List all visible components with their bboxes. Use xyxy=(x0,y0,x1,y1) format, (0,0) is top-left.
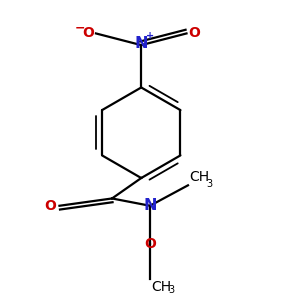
Text: CH: CH xyxy=(189,170,210,184)
Text: CH: CH xyxy=(152,280,172,294)
Text: −: − xyxy=(75,21,85,34)
Text: 3: 3 xyxy=(206,179,212,189)
Text: N: N xyxy=(143,198,157,213)
Text: O: O xyxy=(45,199,56,213)
Text: O: O xyxy=(82,26,94,40)
Text: O: O xyxy=(188,26,200,40)
Text: O: O xyxy=(144,237,156,251)
Text: 3: 3 xyxy=(168,285,175,295)
Text: N: N xyxy=(134,36,148,51)
Text: +: + xyxy=(146,32,154,41)
